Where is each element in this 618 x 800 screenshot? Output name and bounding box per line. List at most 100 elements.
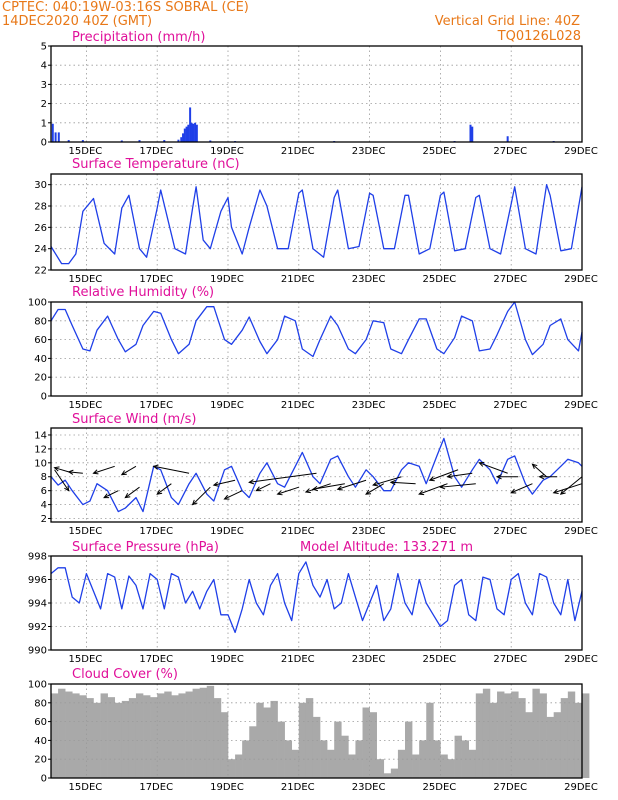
y-tick-label: 14 (34, 430, 47, 441)
wind-arrow (276, 486, 299, 496)
x-tick-label: 23DEC (352, 146, 386, 157)
x-tick-label: 21DEC (281, 526, 315, 537)
y-tick-label: 0 (41, 138, 47, 149)
precipitation-bar (54, 132, 57, 142)
header-date: 14DEC2020 40Z (GMT) (2, 14, 152, 29)
header-station: CPTEC: 040:19W-03:16S SOBRAL (CE) (2, 0, 249, 15)
x-tick-label: 23DEC (352, 274, 386, 285)
x-tick-label: 29DEC (564, 654, 598, 665)
precipitation-bar (180, 137, 183, 142)
cloud-cover-bar (355, 740, 363, 778)
cloud-cover-bar (206, 685, 215, 778)
temperature-title: Surface Temperature (nC) (72, 157, 240, 172)
humidity-panel: Relative Humidity (%) 0 20 40 60 80 100 15DEC 1… (28, 285, 598, 411)
x-tick-label: 27DEC (493, 782, 527, 793)
cloud-cover-bar (405, 721, 413, 778)
precipitation-bar (185, 126, 188, 142)
y-tick-label: 40 (34, 354, 47, 365)
x-tick-label: 27DEC (493, 654, 527, 665)
wind-arrow (67, 469, 83, 475)
wind-arrow (212, 479, 236, 487)
y-tick-label: 996 (28, 575, 47, 586)
precipitation-bar (183, 128, 186, 142)
y-tick-label: 28 (34, 202, 47, 213)
cloud-cover-bar (305, 698, 314, 778)
header-model: TQ0126L028 (497, 29, 581, 44)
wind-arrow (336, 479, 367, 491)
wind-arrow (446, 472, 473, 479)
y-tick-label: 20 (34, 755, 47, 766)
humidity-title: Relative Humidity (%) (72, 285, 214, 300)
x-tick-label: 19DEC (210, 526, 244, 537)
cloud-cover-bar (532, 688, 540, 778)
x-tick-label: 21DEC (281, 146, 315, 157)
cloud-cover-bar (143, 695, 151, 778)
precipitation-bar (182, 133, 185, 142)
y-tick-label: 3 (41, 80, 47, 91)
x-tick-label: 19DEC (210, 782, 244, 793)
x-tick-label: 25DEC (423, 782, 457, 793)
pressure-panel: Surface Pressure (hPa) Model Altitude: 1… (28, 540, 598, 665)
x-tick-label: 27DEC (493, 400, 527, 411)
cloud-cover-bar (468, 749, 477, 778)
wind-arrow (255, 483, 271, 492)
x-tick-label: 19DEC (210, 274, 244, 285)
y-tick-label: 0 (41, 774, 47, 785)
cloud-cover-bar (553, 712, 562, 778)
wind-arrow (495, 474, 519, 480)
y-tick-label: 4 (41, 500, 47, 511)
wind-arrow (510, 483, 533, 494)
cloud-cover-bar (348, 754, 356, 778)
cloud-cover-title: Cloud Cover (%) (72, 667, 178, 682)
precipitation-bar (138, 140, 141, 142)
cloud-cover-bar (482, 688, 491, 778)
wind-arrow (92, 465, 115, 475)
cloud-cover-bar (334, 721, 342, 778)
y-tick-label: 0 (41, 392, 47, 403)
cloud-cover-bar (376, 759, 385, 778)
x-tick-label: 29DEC (564, 782, 598, 793)
series-line (50, 561, 583, 634)
wind-panel: Surface Wind (m/s) 2 4 6 8 10 12 14 15DEC 17DEC 1… (34, 412, 598, 537)
x-tick-label: 17DEC (139, 400, 173, 411)
cloud-cover-bar (270, 700, 278, 778)
x-tick-label: 27DEC (493, 526, 527, 537)
y-tick-label: 40 (34, 736, 47, 747)
temperature-frame (50, 173, 583, 271)
precipitation-bar (195, 124, 198, 142)
cloud-cover-bar (135, 693, 144, 778)
x-tick-label: 15DEC (69, 146, 103, 157)
cloud-cover-bar (178, 693, 186, 778)
cloud-cover-bar (171, 695, 179, 778)
wind-arrow (152, 464, 190, 474)
y-tick-label: 80 (34, 698, 47, 709)
x-tick-label: 19DEC (210, 146, 244, 157)
cloud-cover-bar (128, 698, 137, 778)
cloud-cover-bar (72, 693, 80, 778)
wind-arrow (103, 490, 119, 499)
x-tick-label: 17DEC (139, 654, 173, 665)
cloud-cover-bar (86, 698, 94, 778)
wind-arrow (156, 483, 172, 495)
precipitation-bar (189, 107, 192, 142)
temperature-panel: Surface Temperature (nC) 22 24 26 28 30 15DEC… (34, 157, 598, 285)
cloud-cover-bar (284, 740, 293, 778)
x-tick-label: 15DEC (69, 400, 103, 411)
cloud-cover-bar (312, 716, 321, 778)
wind-frame (50, 427, 583, 523)
wind-arrow (120, 465, 137, 476)
cloud-cover-bar (291, 749, 300, 778)
cloud-cover-bar (199, 687, 208, 778)
cloud-cover-bar (390, 768, 399, 778)
cloud-cover-bar (192, 688, 200, 778)
y-tick-label: 8 (41, 472, 47, 483)
precipitation-bar (194, 122, 197, 142)
pressure-title: Surface Pressure (hPa) (72, 540, 219, 555)
y-tick-label: 60 (34, 335, 47, 346)
y-tick-label: 1 (41, 118, 47, 129)
wind-arrow (372, 476, 402, 487)
y-tick-label: 12 (34, 444, 47, 455)
x-tick-label: 23DEC (352, 654, 386, 665)
wind-arrow (223, 490, 243, 500)
cloud-cover-bar (497, 691, 505, 778)
